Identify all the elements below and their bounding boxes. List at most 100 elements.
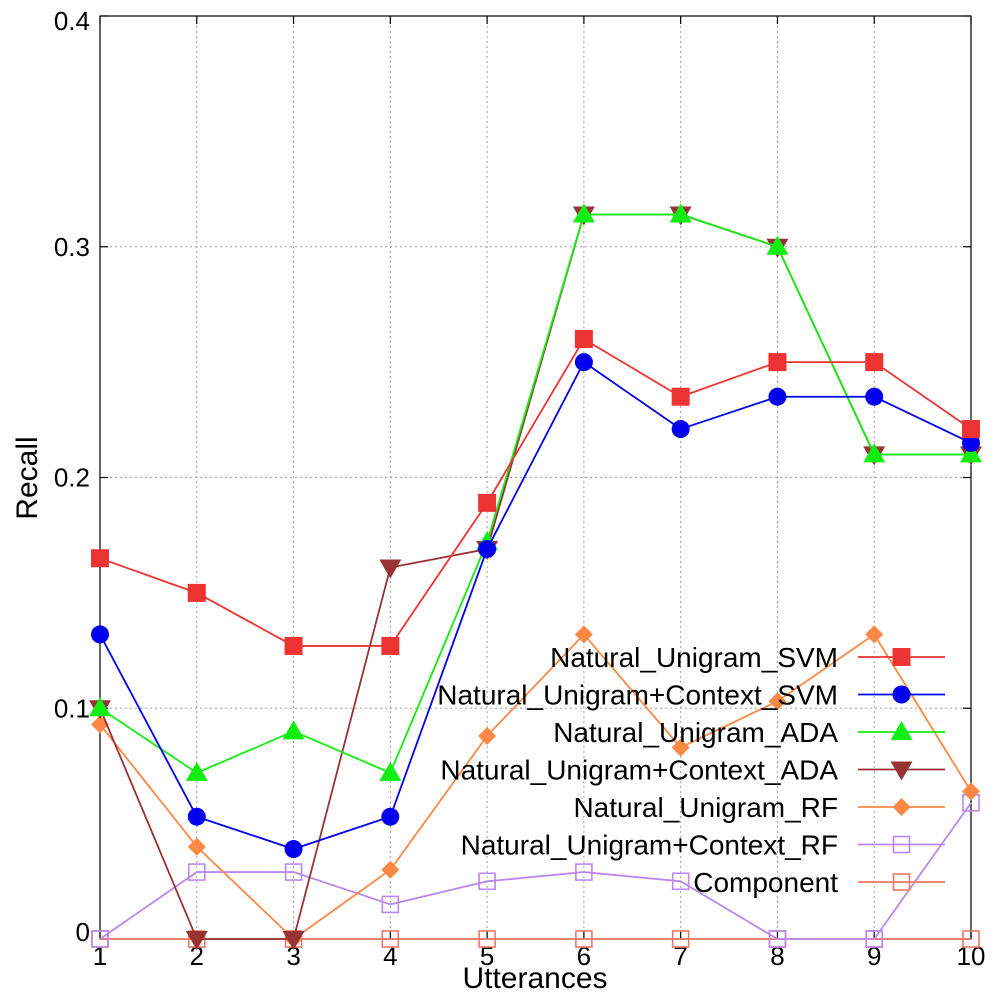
data-point [381, 895, 400, 914]
data-point [962, 420, 980, 439]
data-point [863, 443, 886, 463]
x-tick-label: 8 [770, 941, 784, 971]
data-point [91, 625, 109, 644]
data-point [187, 863, 206, 881]
data-point [284, 840, 303, 859]
x-tick-label: 1 [93, 941, 107, 971]
data-point [187, 837, 206, 856]
series-group [89, 203, 982, 950]
data-point [478, 493, 497, 512]
x-tick-label: 5 [480, 941, 494, 971]
data-point [282, 931, 305, 950]
legend-label: Natural_Unigram+Context_RF [461, 830, 838, 861]
legend-entry-natural-unigram-svm: Natural_Unigram_SVM [550, 642, 945, 673]
data-point [282, 720, 305, 740]
series-natural-unigram-svm [91, 330, 980, 655]
data-point [671, 420, 690, 439]
legend-swatch-marker [892, 648, 911, 666]
legend-label: Natural_Unigram_SVM [550, 642, 838, 673]
x-tick-label: 4 [383, 941, 397, 971]
data-point [768, 692, 787, 711]
data-point [768, 387, 787, 406]
grid [100, 16, 971, 939]
data-point [185, 931, 208, 950]
x-tick-label: 9 [867, 941, 881, 971]
data-point [91, 549, 109, 568]
legend-label: Natural_Unigram_RF [573, 792, 838, 823]
data-point [575, 930, 593, 948]
series-line [99, 633, 972, 941]
series-natural-unigram-ada [89, 203, 982, 781]
data-point [671, 387, 690, 406]
legend-label: Natural_Unigram+Context_SVM [437, 680, 838, 711]
series-line [99, 213, 971, 775]
data-point [962, 782, 980, 801]
legend-swatch-marker [892, 835, 911, 854]
data-point [381, 860, 400, 879]
data-point [379, 761, 402, 781]
data-point [379, 559, 402, 579]
legend-entry-natural-unigram-ada: Natural_Unigram_ADA [553, 717, 945, 748]
y-tick-label: 0.4 [54, 6, 90, 36]
x-tick-label: 3 [286, 941, 300, 971]
x-axis-title: Utterances [462, 962, 607, 995]
y-axis-title: Recall [11, 436, 44, 519]
series-natural-unigram-context-rf [91, 794, 980, 948]
legend: Natural_Unigram_SVM Natural_Unigram+Conte… [437, 642, 945, 898]
data-point [381, 807, 400, 826]
data-point [669, 203, 692, 223]
y-tick-label: 0.1 [54, 693, 90, 723]
axis-ticks: 1 2 3 4 5 6 7 8 9 10 0 0.1 0.2 0.3 0.4 [54, 6, 986, 971]
data-point [187, 583, 206, 602]
legend-label: Natural_Unigram+Context_ADA [440, 755, 838, 786]
data-point [284, 863, 303, 881]
legend-swatch-marker [892, 685, 911, 704]
series-natural-unigram-context-svm [91, 353, 980, 859]
y-tick-label: 0.3 [54, 232, 90, 262]
data-point [185, 761, 208, 781]
data-point [575, 863, 593, 881]
series-line [99, 802, 972, 940]
legend-entry-natural-unigram-context-rf: Natural_Unigram+Context_RF [461, 830, 945, 861]
legend-entry-component: Component [693, 867, 945, 898]
data-point [865, 353, 884, 372]
data-point [381, 636, 400, 655]
legend-entry-natural-unigram-context-svm: Natural_Unigram+Context_SVM [437, 680, 945, 711]
data-point [574, 625, 593, 644]
data-point [960, 443, 982, 463]
data-point [187, 807, 206, 826]
x-tick-label: 10 [957, 941, 986, 971]
data-point [91, 930, 109, 948]
legend-swatch-marker [892, 798, 911, 816]
data-point [768, 353, 787, 372]
data-point [671, 738, 690, 757]
x-tick-label: 6 [577, 941, 591, 971]
y-tick-label: 0 [76, 917, 90, 947]
y-tick-label: 0.2 [54, 463, 90, 493]
data-point [671, 872, 690, 891]
series-line [99, 360, 972, 850]
data-point [865, 930, 884, 948]
legend-entry-natural-unigram-rf: Natural_Unigram_RF [573, 792, 945, 823]
data-point [478, 540, 497, 559]
x-tick-label: 7 [673, 941, 687, 971]
data-point [89, 697, 111, 717]
data-point [572, 203, 595, 223]
legend-swatch-marker [890, 761, 913, 781]
data-point [478, 872, 496, 891]
data-point [766, 235, 789, 255]
legend-swatch-marker [892, 873, 911, 891]
data-point [381, 930, 400, 948]
legend-label: Natural_Unigram_ADA [553, 717, 838, 748]
legend-entry-natural-unigram-context-ada: Natural_Unigram+Context_ADA [440, 755, 945, 786]
data-point [574, 330, 593, 349]
legend-swatch-marker [890, 721, 913, 740]
data-point [768, 930, 787, 948]
series-line [99, 337, 972, 647]
data-point [865, 625, 884, 644]
data-point [962, 433, 980, 452]
legend-label: Component [693, 867, 838, 898]
data-point [671, 930, 690, 948]
data-point [284, 636, 303, 655]
